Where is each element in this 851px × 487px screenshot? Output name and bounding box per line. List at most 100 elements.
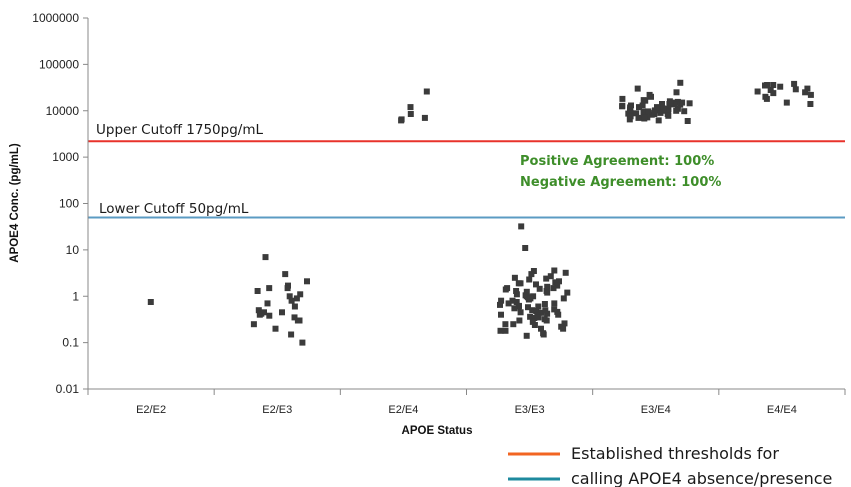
data-point	[651, 111, 658, 117]
data-point	[538, 309, 545, 316]
data-point	[261, 309, 267, 316]
data-point	[543, 275, 550, 282]
data-point	[147, 299, 154, 305]
data-point	[560, 325, 567, 332]
data-point	[497, 301, 503, 308]
data-point	[497, 327, 504, 334]
data-point	[636, 104, 642, 111]
data-point	[686, 100, 693, 107]
data-point	[645, 108, 652, 115]
data-point	[642, 97, 649, 104]
data-point	[764, 82, 771, 88]
data-point	[804, 85, 811, 92]
data-point	[531, 322, 538, 328]
data-point	[511, 305, 518, 312]
data-point	[523, 288, 530, 295]
data-point	[509, 297, 516, 304]
data-point	[531, 315, 538, 321]
data-point	[529, 318, 536, 325]
data-point	[627, 104, 634, 111]
data-point	[407, 104, 414, 111]
y-tick-label: 0.1	[62, 336, 79, 350]
data-point	[551, 267, 558, 274]
data-point	[407, 111, 414, 117]
data-point	[266, 285, 273, 292]
y-tick-label: 10000	[46, 104, 80, 118]
upper-cutoff-label: Upper Cutoff 1750pg/mL	[96, 122, 263, 138]
data-points	[147, 79, 814, 346]
negative-agreement-annotation: Negative Agreement: 100%	[520, 175, 721, 190]
data-point	[502, 327, 509, 334]
data-point	[525, 304, 531, 311]
data-point	[552, 279, 559, 286]
data-point	[526, 276, 533, 283]
y-axis-title: APOE4 Conc. (pg/mL)	[9, 143, 21, 263]
data-point	[421, 114, 428, 121]
data-point	[802, 89, 809, 96]
data-point	[254, 288, 261, 294]
data-point	[291, 314, 298, 321]
data-point	[510, 321, 517, 328]
data-point	[272, 325, 279, 332]
y-tick-label: 1	[72, 289, 79, 303]
data-point	[679, 99, 686, 106]
y-axis-ticks: 0.01 0.1 1 10 100 1000 10000 100000 1000000	[32, 11, 88, 396]
y-tick-label: 0.01	[56, 382, 80, 396]
data-point	[515, 280, 522, 287]
data-point	[423, 88, 430, 95]
data-point	[262, 254, 269, 261]
data-point	[266, 312, 273, 319]
data-point	[256, 311, 263, 318]
data-point	[286, 293, 293, 300]
data-point	[639, 102, 646, 109]
data-point	[250, 321, 257, 328]
data-point	[535, 314, 542, 321]
data-point	[807, 91, 814, 98]
data-point	[288, 331, 295, 338]
y-tick-label: 1000	[52, 150, 79, 164]
data-point	[560, 295, 567, 302]
legend-label-presence: calling APOE4 absence/presence	[571, 469, 832, 487]
data-point	[551, 306, 558, 313]
data-point	[767, 87, 774, 93]
data-point	[542, 307, 549, 314]
data-point	[297, 291, 304, 298]
data-point	[660, 105, 667, 112]
reference-lines	[88, 140, 845, 219]
data-point	[533, 308, 540, 314]
data-point	[513, 291, 520, 298]
data-point	[533, 281, 539, 288]
x-category-label: E2/E2	[136, 404, 166, 416]
data-point	[538, 325, 544, 332]
data-point	[641, 115, 648, 122]
data-point	[677, 79, 684, 86]
legend: Established thresholds for calling APOE4…	[508, 444, 832, 487]
data-point	[556, 278, 562, 285]
data-point	[667, 99, 674, 106]
data-point	[544, 289, 551, 296]
data-point	[777, 83, 784, 90]
data-point	[502, 321, 509, 328]
x-category-label: E2/E4	[388, 404, 418, 416]
x-category-label: E2/E3	[262, 404, 292, 416]
data-point	[655, 117, 662, 124]
data-point	[763, 95, 770, 102]
data-point	[673, 89, 680, 96]
data-point	[754, 88, 761, 95]
data-point	[288, 297, 295, 304]
data-point	[791, 80, 798, 87]
data-point	[659, 101, 665, 107]
data-point	[807, 101, 814, 107]
data-point	[535, 303, 542, 310]
data-point	[502, 286, 509, 293]
data-point	[282, 271, 289, 278]
data-point	[681, 108, 688, 115]
data-point	[294, 317, 301, 324]
data-point	[627, 113, 634, 120]
data-point	[522, 245, 529, 251]
data-point	[654, 104, 660, 111]
data-point	[554, 282, 561, 289]
data-point	[528, 271, 535, 278]
data-point	[498, 297, 505, 304]
x-category-label: E4/E4	[767, 404, 797, 416]
